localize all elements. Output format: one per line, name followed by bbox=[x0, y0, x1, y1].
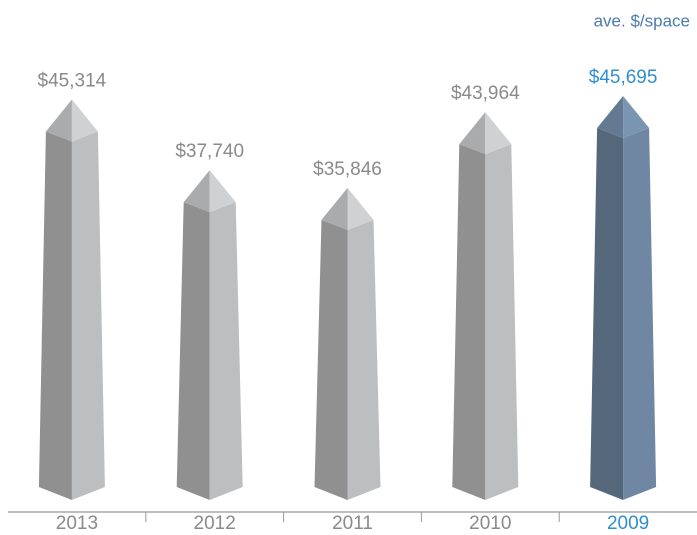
x-tick-label: 2013 bbox=[56, 513, 98, 534]
x-tick-label: 2012 bbox=[194, 513, 236, 534]
obelisk-right bbox=[71, 131, 105, 500]
obelisk-cap-left bbox=[321, 187, 348, 230]
chart-title: ave. $/space bbox=[594, 11, 690, 30]
obelisk-right bbox=[209, 202, 243, 501]
obelisk-cap-right bbox=[209, 170, 236, 213]
obelisk bbox=[38, 99, 105, 500]
obelisk-right bbox=[347, 219, 381, 501]
obelisk-left bbox=[38, 131, 72, 500]
obelisk-left bbox=[314, 219, 348, 501]
value-label: $45,314 bbox=[38, 71, 107, 92]
obelisk-cap-right bbox=[347, 187, 374, 230]
obelisk-cap-left bbox=[459, 112, 486, 155]
obelisk-left bbox=[452, 144, 486, 500]
obelisk bbox=[176, 170, 243, 501]
value-label: $43,964 bbox=[451, 83, 520, 104]
x-tick-label: 2011 bbox=[332, 513, 373, 534]
x-tick-label: 2010 bbox=[469, 513, 511, 534]
obelisk-cap-right bbox=[623, 96, 650, 138]
x-tick-label: 2009 bbox=[607, 513, 649, 534]
obelisk bbox=[314, 187, 381, 501]
obelisk bbox=[452, 112, 519, 500]
obelisk-cap-left bbox=[45, 99, 72, 142]
obelisk-cap-left bbox=[183, 170, 210, 213]
obelisk-left bbox=[590, 128, 624, 500]
value-label: $45,695 bbox=[589, 67, 658, 88]
obelisk-right bbox=[485, 144, 519, 500]
obelisk-cap-right bbox=[71, 99, 98, 142]
obelisk bbox=[590, 96, 657, 500]
obelisk-cap-right bbox=[485, 112, 512, 155]
obelisk-right bbox=[623, 128, 657, 500]
obelisk-left bbox=[176, 202, 210, 501]
value-label: $37,740 bbox=[175, 141, 244, 162]
obelisk-cap-left bbox=[597, 96, 624, 138]
value-label: $35,846 bbox=[313, 159, 382, 180]
